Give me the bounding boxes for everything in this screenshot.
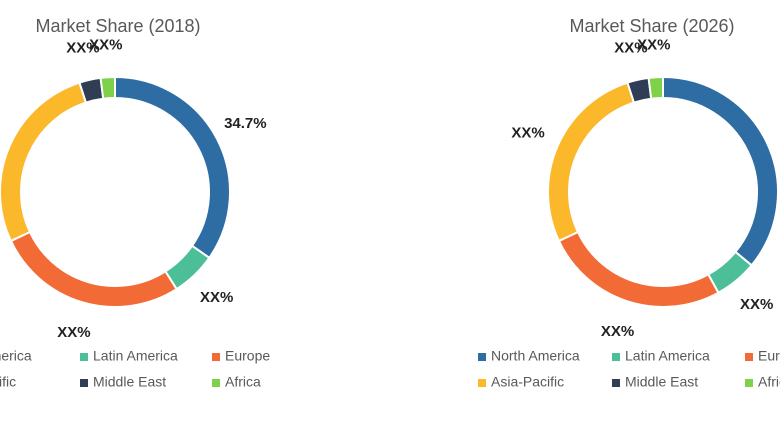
- data-label: XX%: [511, 125, 544, 142]
- legend-label: Europe: [758, 348, 780, 364]
- legend-label: Africa: [758, 374, 780, 390]
- legend-marker: [612, 353, 620, 361]
- data-label: XX%: [637, 36, 670, 53]
- data-label: XX%: [601, 323, 634, 340]
- legend-label: Latin America: [93, 348, 178, 364]
- legend-label: Asia-Pacific: [0, 374, 16, 390]
- data-label: XX%: [89, 36, 122, 53]
- legend-label: Europe: [225, 348, 270, 364]
- legend-marker: [478, 379, 486, 387]
- chart-title: Market Share (2026): [569, 16, 734, 36]
- donut-segment: [99, 75, 116, 100]
- legend-marker: [745, 353, 753, 361]
- data-label: XX%: [200, 289, 233, 306]
- chart-title: Market Share (2018): [35, 16, 200, 36]
- legend-marker: [80, 379, 88, 387]
- donut-segment: [647, 75, 664, 100]
- legend-label: North America: [0, 348, 32, 364]
- legend-marker: [212, 379, 220, 387]
- legend-label: North America: [491, 348, 580, 364]
- data-label: XX%: [66, 40, 99, 57]
- legend-label: Middle East: [625, 374, 698, 390]
- legend-label: Africa: [225, 374, 261, 390]
- legend-marker: [745, 379, 753, 387]
- legend-marker: [478, 353, 486, 361]
- legend-marker: [612, 379, 620, 387]
- data-label: XX%: [57, 324, 90, 341]
- data-label: XX%: [740, 296, 773, 313]
- data-label: 34.7%: [224, 115, 267, 132]
- legend-marker: [212, 353, 220, 361]
- legend-label: Asia-Pacific: [491, 374, 564, 390]
- legend-label: Middle East: [93, 374, 166, 390]
- legend-marker: [80, 353, 88, 361]
- legend-label: Latin America: [625, 348, 710, 364]
- data-label: XX%: [614, 40, 647, 57]
